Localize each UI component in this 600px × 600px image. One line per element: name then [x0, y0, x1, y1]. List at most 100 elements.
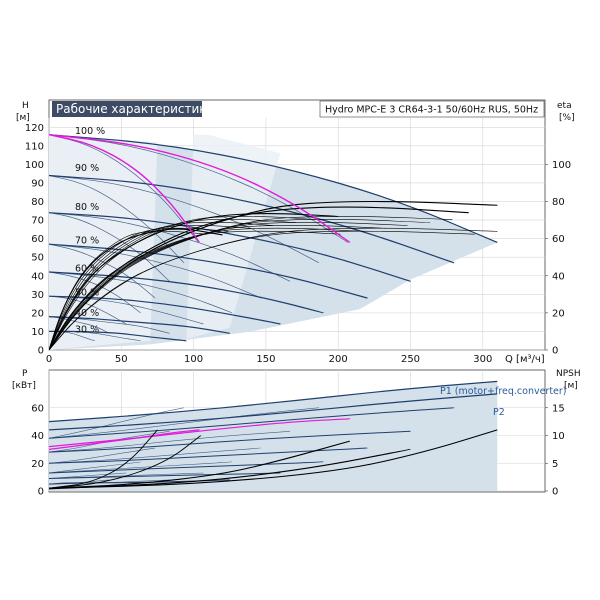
head-curve-partial — [49, 212, 291, 282]
x-axis-label-q: Q [м³/ч] — [505, 354, 545, 365]
x-tick-label: 0 — [46, 354, 52, 365]
eta-curve-thin — [49, 227, 498, 350]
power-speed-curve-partial — [49, 461, 141, 474]
npsh-curve-partial — [49, 429, 158, 489]
power-speed-curve-partial — [49, 479, 170, 485]
head-curves — [49, 134, 498, 342]
magenta-power-curve — [49, 429, 200, 450]
y2-tick-label: 15 — [552, 403, 565, 414]
head-curve-partial — [49, 243, 156, 299]
eta-curve-thin — [49, 221, 408, 350]
power-range-area — [49, 381, 498, 491]
chart-title: Рабочие характеристики — [56, 102, 214, 116]
head-curve-partial — [49, 271, 141, 314]
y-tick-label: 30 — [31, 290, 44, 301]
eta-curve-thin — [49, 216, 319, 350]
y-axis-label-p: P — [22, 369, 28, 379]
npsh-curve — [49, 448, 411, 490]
y-tick-label: 80 — [31, 197, 44, 208]
power-speed-curve — [49, 407, 455, 439]
eta-curve-thin — [49, 227, 229, 350]
y-tick-label: 110 — [25, 141, 44, 152]
head-curve-partial — [49, 271, 233, 314]
head-curve-partial — [49, 175, 320, 264]
y2-tick-label: 100 — [552, 160, 571, 171]
magenta-power-curve — [49, 418, 351, 448]
y2-tick-label: 0 — [552, 346, 558, 357]
eta-curve-thin — [49, 227, 364, 350]
power-speed-curve-partial — [49, 461, 233, 474]
speed-label: 30 % — [75, 325, 99, 336]
power-speed-curve-partial — [49, 447, 156, 464]
y-tick-label: 40 — [31, 431, 44, 442]
y-tick-label: 40 — [31, 271, 44, 282]
head-curve-partial — [49, 295, 127, 325]
y-tick-label: 20 — [31, 459, 44, 470]
npsh-curve — [49, 440, 350, 489]
y2-tick-label: 60 — [552, 234, 565, 245]
head-curve-partial — [49, 243, 262, 299]
power-speed-curve — [49, 447, 368, 464]
head-curve — [49, 316, 230, 334]
power-series-curve — [49, 393, 498, 431]
speed-label: 50 % — [75, 287, 99, 298]
y-tick-label: 100 — [25, 160, 44, 171]
y-tick-label: 70 — [31, 216, 44, 227]
x-tick-label: 200 — [329, 354, 348, 365]
eta-curve-thin — [49, 224, 251, 350]
power-curves — [49, 380, 498, 490]
y-tick-label: 10 — [31, 327, 44, 338]
x-tick-label: 100 — [184, 354, 203, 365]
title-box — [52, 101, 202, 117]
legend-p2: P2 — [493, 407, 505, 418]
y-tick-label: 20 — [31, 308, 44, 319]
npsh-curve — [49, 429, 498, 489]
y-axis-unit-h: [м] — [16, 113, 30, 123]
speed-label: 60 % — [75, 263, 99, 274]
y-tick-label: 90 — [31, 178, 44, 189]
magenta-curve — [49, 134, 351, 243]
speed-label: 80 % — [75, 202, 99, 213]
y2-tick-label: 5 — [552, 459, 558, 470]
x-tick-label: 250 — [401, 354, 420, 365]
legend-p1: P1 (motor+freq.converter) — [440, 386, 567, 397]
x-tick-label: 50 — [115, 354, 128, 365]
eta-curve-thin — [49, 221, 274, 350]
y-tick-label: 60 — [31, 403, 44, 414]
y2-axis-unit-eta: [%] — [559, 113, 575, 123]
y-tick-label: 0 — [38, 346, 44, 357]
head-curve-partial — [49, 175, 185, 264]
speed-labels: 100 % 90 % 80 % 70 % 60 % 50 % 40 % 30 % — [75, 126, 105, 336]
y2-axis-label-eta: eta — [557, 101, 572, 111]
head-curve-partial — [49, 212, 170, 282]
magenta-curves — [49, 134, 351, 244]
power-speed-curve-partial — [49, 431, 291, 453]
y-tick-label: 60 — [31, 234, 44, 245]
speed-label: 90 % — [75, 163, 99, 174]
head-curve — [49, 212, 411, 282]
power-speed-curve-partial — [49, 407, 185, 439]
head-curve-partial — [49, 316, 110, 334]
efficiency-curves — [49, 200, 498, 350]
y-tick-label: 0 — [38, 487, 44, 498]
head-curve — [49, 271, 325, 314]
head-curve-partial — [49, 331, 141, 342]
magenta-curve — [49, 134, 201, 244]
head-curve — [49, 295, 281, 325]
speed-label: 40 % — [75, 308, 99, 319]
x-tick-label: 300 — [473, 354, 492, 365]
eta-curve-thin — [49, 224, 386, 350]
power-envelope — [49, 381, 498, 491]
y2-tick-label: 80 — [552, 197, 565, 208]
power-series-curve — [49, 380, 498, 423]
power-speed-curve-partial — [49, 407, 320, 439]
head-curve — [49, 174, 455, 264]
speed-label: 100 % — [75, 126, 105, 137]
head-curve — [49, 134, 498, 243]
y2-tick-label: 10 — [552, 431, 565, 442]
subtitle-box — [319, 100, 545, 118]
y2-axis-label-npsh: NPSH — [556, 369, 581, 379]
speed-label: 70 % — [75, 235, 99, 246]
